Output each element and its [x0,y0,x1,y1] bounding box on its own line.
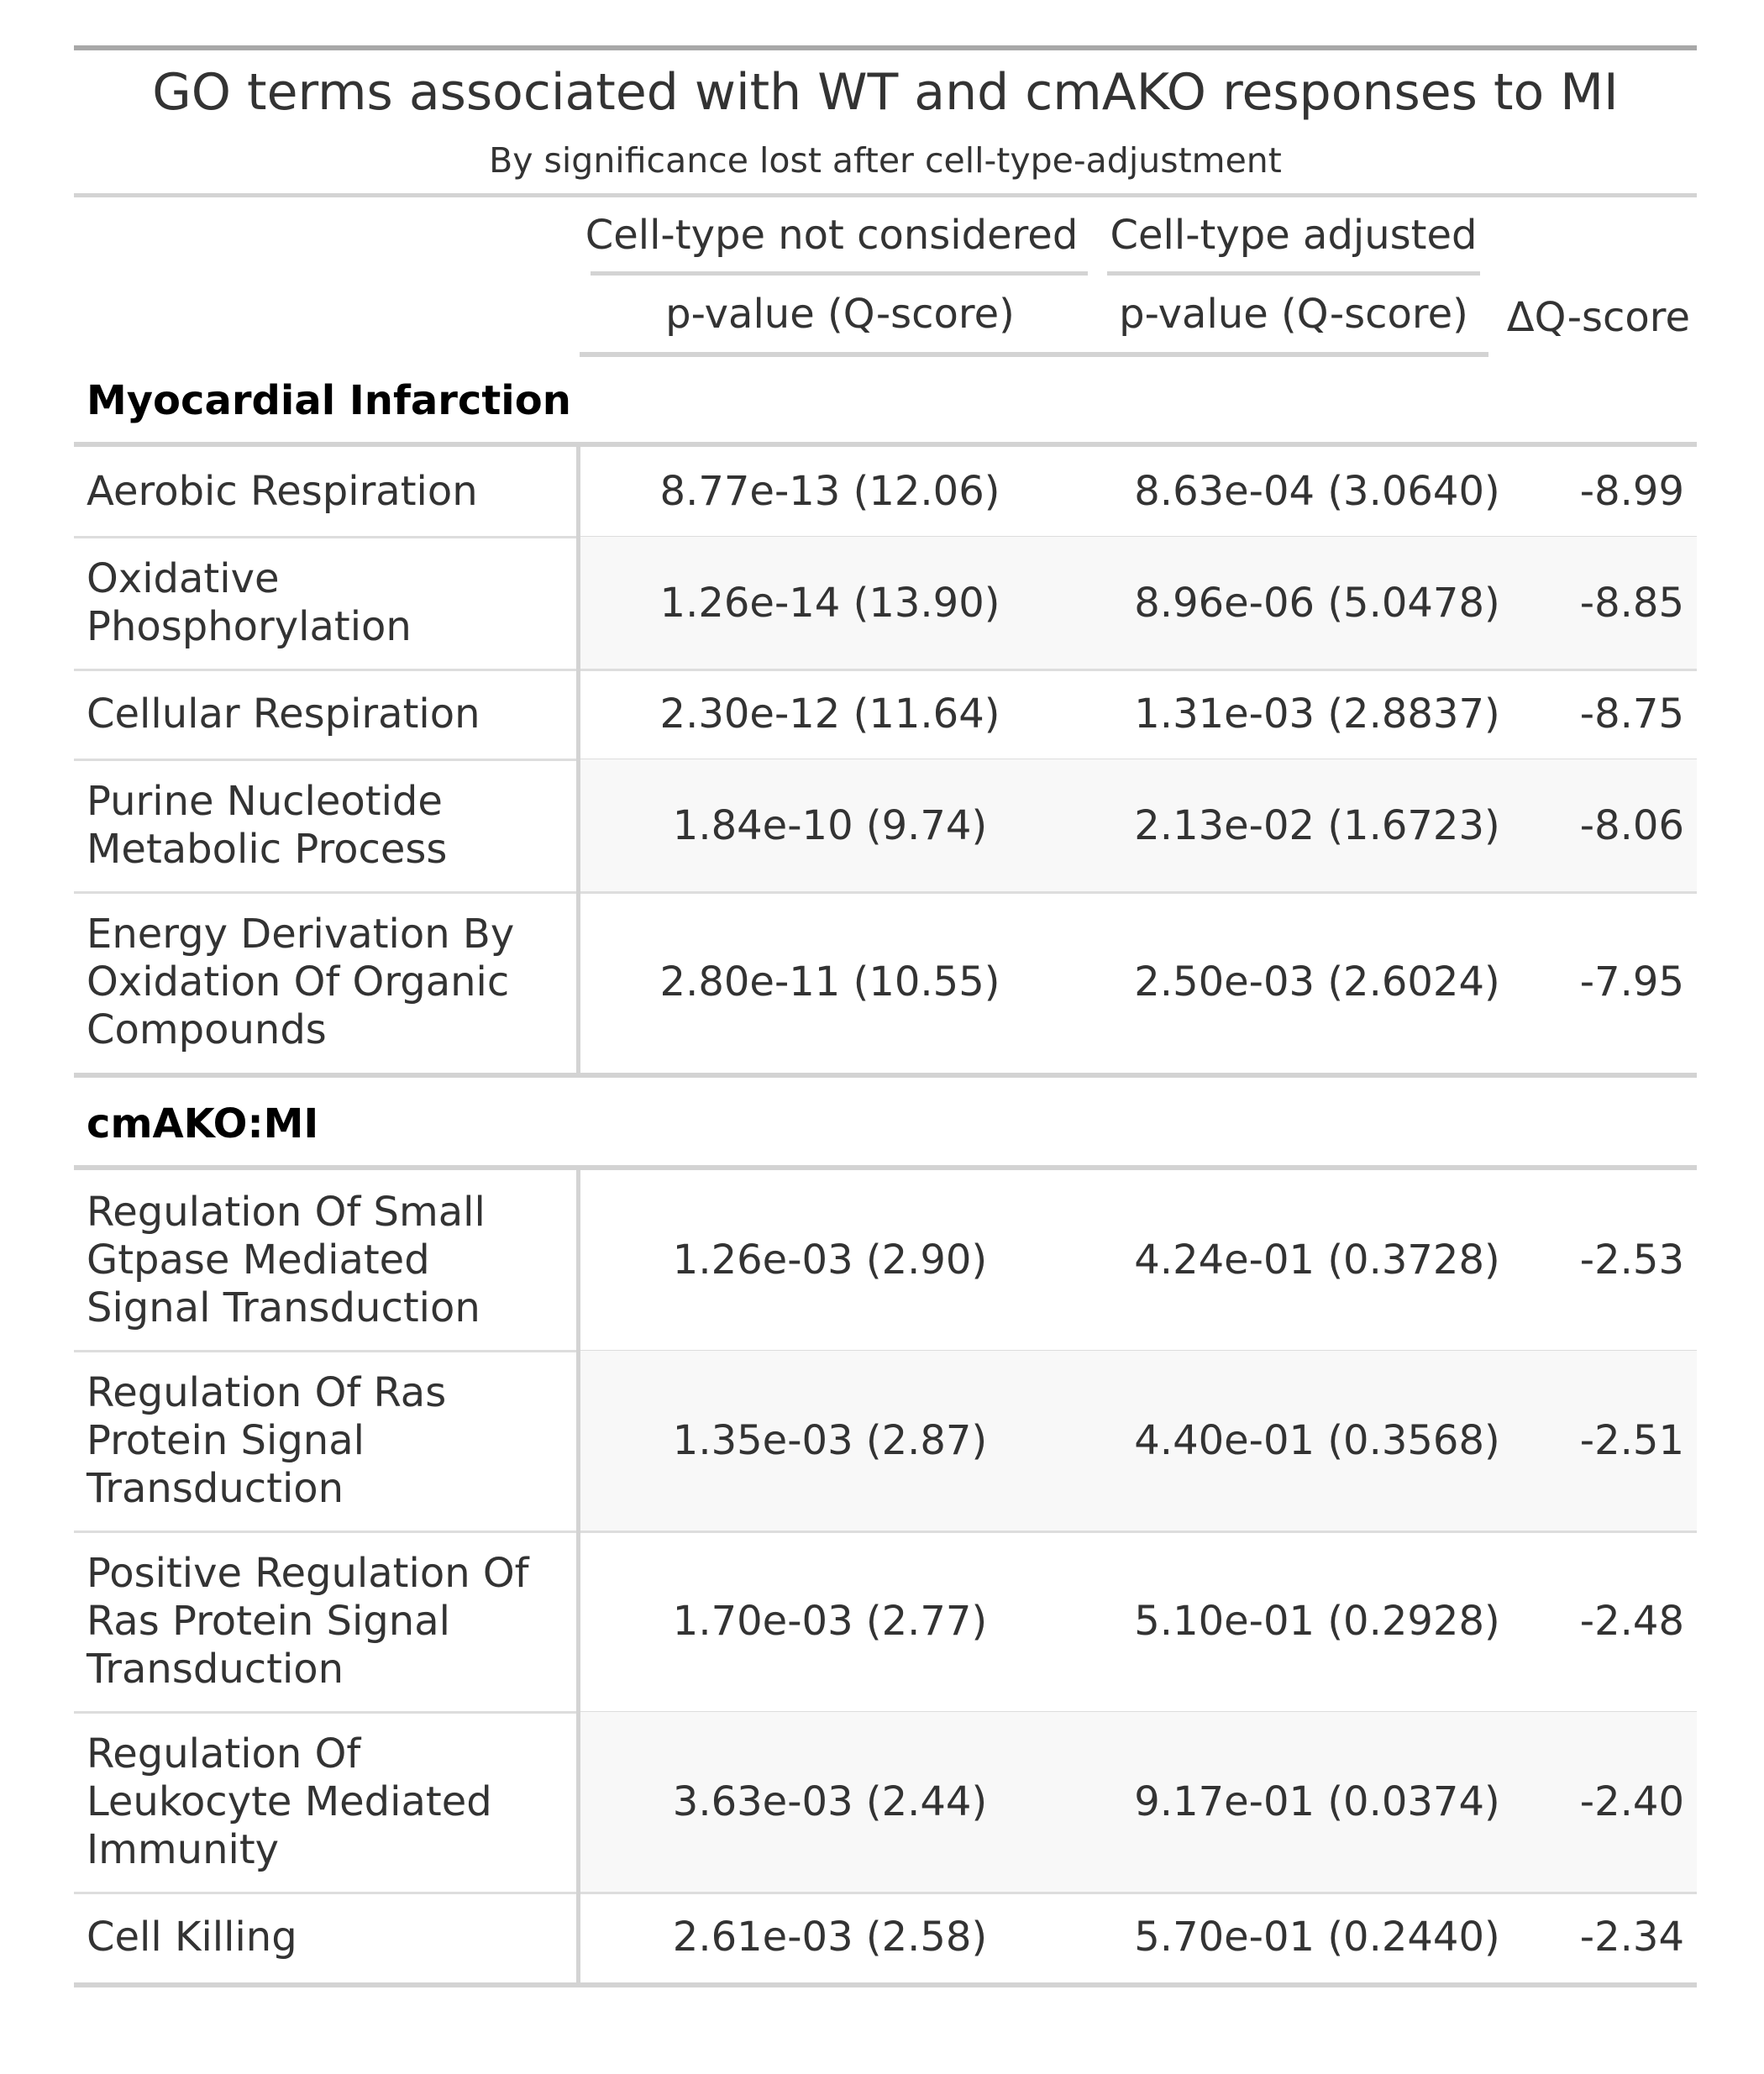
col-label-p-unadjusted: p-value (Q-score) [665,291,1015,338]
table-row: Regulation Of Leukocyte Mediated Immunit… [74,1712,1697,1893]
delta-q-cell: -8.99 [1579,468,1684,515]
group-rule [74,1165,1697,1170]
table-row: Cellular Respiration 2.30e-12 (11.64) 1.31… [74,669,1697,759]
top-rule [74,45,1697,50]
table-title: GO terms associated with WT and cmAKO re… [152,63,1619,122]
delta-q-cell: -2.34 [1579,1914,1684,1961]
p-adjusted-cell: 5.10e-01 (0.2928) [1134,1598,1500,1645]
term-cell: Regulation Of Leukocyte Mediated Immunit… [87,1730,492,1873]
p-adjusted-cell: 9.17e-01 (0.0374) [1134,1778,1500,1825]
delta-q-cell: -2.53 [1579,1237,1684,1284]
p-unadjusted-cell: 2.80e-11 (10.55) [659,958,1000,1005]
term-cell: Cell Killing [87,1914,297,1961]
group-rule [74,442,1697,447]
table-row: Cell Killing 2.61e-03 (2.58) 5.70e-01 (0.2… [74,1893,1697,1982]
table-row: Purine Nucleotide Metabolic Process 1.84e… [74,759,1697,892]
delta-q-cell: -7.95 [1579,958,1684,1005]
table-row: Energy Derivation By Oxidation Of Organi… [74,892,1697,1073]
table-row: Aerobic Respiration 8.77e-13 (12.06) 8.63e… [74,447,1697,537]
term-cell: Cellular Respiration [87,690,480,738]
spanner-unadjusted-rule [591,271,1088,276]
term-cell: Positive Regulation Of Ras Protein Signa… [87,1550,529,1693]
p-unadjusted-cell: 1.26e-14 (13.90) [659,579,1000,627]
spanner-adjusted: Cell-type adjusted [1110,212,1478,259]
table-subtitle: By significance lost after cell-type-adj… [489,140,1282,181]
term-cell: Energy Derivation By Oxidation Of Organi… [87,911,515,1053]
row-divider [74,1892,1697,1894]
row-stripe [578,1712,1697,1893]
table-row: Oxidative Phosphorylation 1.26e-14 (13.90… [74,537,1697,669]
term-cell: Regulation Of Small Gtpase Mediated Sign… [87,1189,486,1331]
row-stripe [578,537,1697,669]
col-label-rule [580,352,1488,357]
delta-q-cell: -2.40 [1579,1778,1684,1825]
spanner-unadjusted: Cell-type not considered [585,212,1079,259]
p-unadjusted-cell: 1.26e-03 (2.90) [672,1237,988,1284]
p-adjusted-cell: 8.96e-06 (5.0478) [1134,579,1500,627]
term-cell: Regulation Of Ras Protein Signal Transdu… [87,1369,447,1512]
p-unadjusted-cell: 1.35e-03 (2.87) [672,1417,988,1464]
group-label: Myocardial Infarction [87,377,571,424]
p-unadjusted-cell: 1.70e-03 (2.77) [672,1598,988,1645]
delta-q-cell: -2.51 [1579,1417,1684,1464]
bottom-rule [74,1982,1697,1987]
p-unadjusted-cell: 2.30e-12 (11.64) [659,690,1000,738]
row-divider [74,669,1697,671]
group-end-rule [74,1073,1697,1078]
row-divider [74,1531,1697,1533]
delta-q-cell: -8.85 [1579,579,1684,627]
p-adjusted-cell: 4.40e-01 (0.3568) [1134,1417,1500,1464]
p-adjusted-cell: 8.63e-04 (3.0640) [1134,468,1500,515]
stub-divider [576,1170,580,1982]
spanner-adjusted-rule [1107,271,1480,276]
term-cell: Aerobic Respiration [87,468,478,515]
p-unadjusted-cell: 2.61e-03 (2.58) [672,1914,988,1961]
table-row: Regulation Of Small Gtpase Mediated Sign… [74,1170,1697,1351]
delta-q-cell: -8.06 [1579,801,1684,849]
p-unadjusted-cell: 3.63e-03 (2.44) [672,1778,988,1825]
col-label-delta-q: ΔQ-score [1506,294,1690,341]
heading-rule [74,193,1697,197]
row-stripe [578,759,1697,892]
stub-divider [576,447,580,1073]
p-adjusted-cell: 4.24e-01 (0.3728) [1134,1237,1500,1284]
table-row: Regulation Of Ras Protein Signal Transdu… [74,1351,1697,1531]
delta-q-cell: -8.75 [1579,690,1684,738]
group-label: cmAKO:MI [87,1100,319,1147]
col-label-p-adjusted: p-value (Q-score) [1119,291,1468,338]
term-cell: Purine Nucleotide Metabolic Process [87,778,448,873]
table-row: Positive Regulation Of Ras Protein Signa… [74,1531,1697,1712]
p-unadjusted-cell: 1.84e-10 (9.74) [672,801,988,849]
delta-q-cell: -2.48 [1579,1598,1684,1645]
p-adjusted-cell: 2.50e-03 (2.6024) [1134,958,1500,1005]
term-cell: Oxidative Phosphorylation [87,555,412,650]
p-adjusted-cell: 1.31e-03 (2.8837) [1134,690,1500,738]
p-adjusted-cell: 5.70e-01 (0.2440) [1134,1914,1500,1961]
row-divider [74,891,1697,894]
p-unadjusted-cell: 8.77e-13 (12.06) [659,468,1000,515]
row-stripe [578,1351,1697,1531]
p-adjusted-cell: 2.13e-02 (1.6723) [1134,801,1500,849]
